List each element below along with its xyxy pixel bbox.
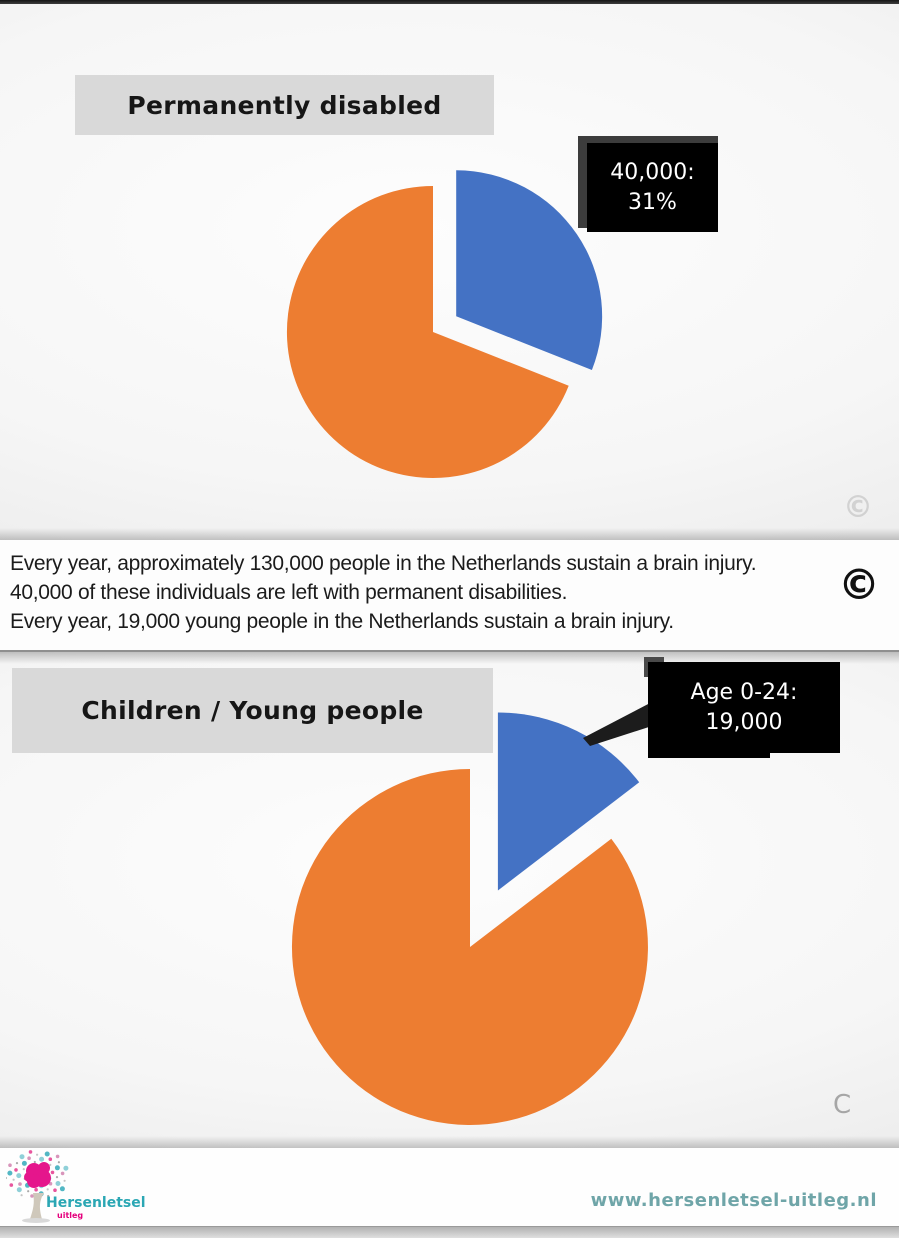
pie-chart-permanently-disabled [286, 170, 603, 478]
section-bottom-fade [0, 528, 899, 540]
text-line-1: Every year, approximately 130,000 people… [10, 552, 757, 575]
section-bottom-fade [0, 1136, 899, 1148]
logo-dot [16, 1187, 22, 1193]
pie-slice-main-1 [291, 769, 648, 1125]
hersenletsel-logo-icon [6, 1150, 69, 1223]
logo-dot [28, 1150, 33, 1154]
logo-dot [57, 1161, 61, 1164]
callout-line-2: 31% [628, 189, 677, 215]
logo-dot [27, 1156, 31, 1160]
description-text: Every year, approximately 130,000 people… [10, 549, 757, 636]
callout-leader-line [583, 702, 652, 746]
footer: Hersenletsel uitleg www.hersenletsel-uit… [0, 1148, 899, 1226]
logo-dot [53, 1188, 57, 1192]
logo-dot [18, 1182, 22, 1186]
callout-line-1: 40,000: [610, 159, 695, 185]
logo-dot [14, 1168, 18, 1172]
logo-dot [20, 1194, 23, 1197]
section-top-fade [0, 652, 899, 664]
description-text-section: Every year, approximately 130,000 people… [0, 540, 899, 652]
logo-dot [54, 1165, 60, 1171]
top-chart-title: Permanently disabled [127, 90, 442, 120]
top-chart-title-box: Permanently disabled [75, 75, 494, 135]
logo-dot [44, 1151, 50, 1157]
logo-subtext: uitleg [57, 1211, 84, 1220]
callout-line-1: Age 0-24: [690, 679, 798, 705]
pie-slice-main-1 [286, 185, 569, 478]
bottom-chart-title: Children / Young people [81, 696, 424, 725]
logo-dot [59, 1186, 65, 1192]
website-link[interactable]: www.hersenletsel-uitleg.nl [590, 1190, 877, 1211]
data-label-age-0-24: Age 0-24: 19,000 [648, 662, 840, 753]
copyright-watermark-icon: C [833, 1090, 852, 1120]
text-line-2: 40,000 of these individuals are left wit… [10, 581, 568, 604]
logo-dot [36, 1153, 39, 1156]
logo-dot [49, 1163, 52, 1166]
top-chart-section: Permanently disabled 40,000: 31% © [0, 4, 899, 540]
logo-dot [55, 1181, 61, 1186]
logo-dot [15, 1162, 19, 1165]
logo-trunk [30, 1193, 44, 1219]
logo-dot [21, 1160, 27, 1166]
logo-dot [39, 1156, 45, 1162]
copyright-watermark-icon: © [843, 490, 873, 525]
logo-dot [63, 1179, 66, 1182]
logo-dot [9, 1183, 14, 1187]
logo-dot [46, 1188, 49, 1191]
bottom-bar [0, 1226, 899, 1238]
logo-dot [55, 1176, 59, 1179]
logo-dot [8, 1163, 12, 1167]
logo-dot [6, 1176, 7, 1180]
text-line-3: Every year, 19,000 young people in the N… [10, 610, 674, 633]
logo-dot [63, 1165, 69, 1171]
pie-slice-exploded-0 [497, 712, 640, 891]
logo-blossom [38, 1162, 50, 1174]
logo-dot [48, 1157, 53, 1161]
pie-slice-exploded-0 [456, 170, 603, 370]
logo-dot [50, 1170, 55, 1175]
logo-dot [19, 1154, 25, 1160]
bottom-chart-section: Children / Young people Age 0-24: 19,000… [0, 652, 899, 1148]
logo-dot [12, 1178, 15, 1181]
logo-blossom [24, 1172, 34, 1182]
logo-dot [47, 1194, 50, 1198]
logo-dot [16, 1173, 22, 1179]
pie-chart-children-young-people [291, 702, 652, 1125]
logo-dot [55, 1154, 60, 1159]
logo-dot [27, 1190, 30, 1193]
logo-dot [33, 1160, 36, 1164]
callout-step [648, 751, 770, 758]
logo-dot [7, 1170, 13, 1176]
logo-dot [34, 1187, 38, 1192]
logo-dot [22, 1168, 25, 1171]
top-border [0, 0, 899, 4]
copyright-icon: © [838, 560, 880, 609]
callout-line-2: 19,000 [705, 709, 783, 735]
logo-text: Hersenletsel [46, 1195, 146, 1211]
logo-base [22, 1218, 50, 1223]
logo-dot [30, 1194, 34, 1198]
logo-dot [60, 1171, 65, 1176]
data-label-40000: 40,000: 31% [587, 143, 718, 232]
bottom-chart-title-box: Children / Young people [12, 668, 493, 753]
